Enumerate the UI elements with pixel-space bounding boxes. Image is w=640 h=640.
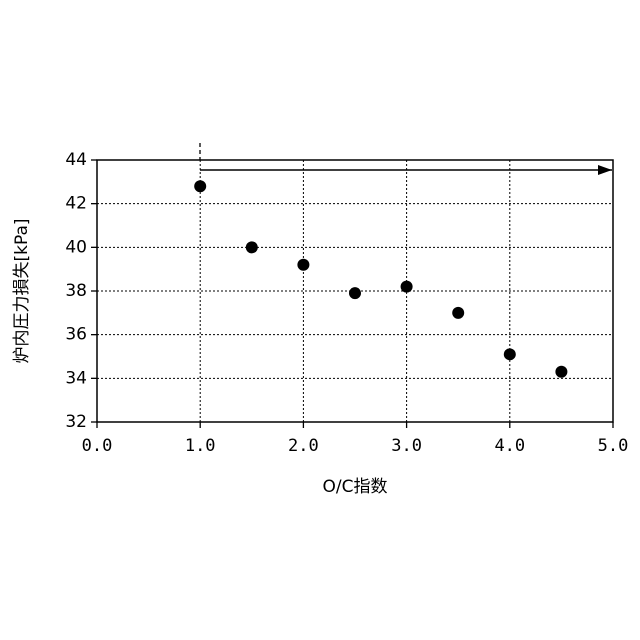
x-tick-label: 0.0	[82, 436, 113, 456]
y-axis-label: 炉内圧力損失[kPa]	[12, 218, 32, 363]
chart: O/C指数 炉内圧力損失[kPa] 32 34 36 38 40 42 44 0.0 1.0 2.…	[0, 0, 640, 640]
x-tick-label: 4.0	[494, 436, 525, 456]
point	[194, 180, 206, 192]
y-tick-label: 32	[65, 412, 87, 432]
y-tick-label: 40	[65, 237, 87, 257]
point	[297, 259, 309, 271]
point	[401, 281, 413, 293]
y-tick-label: 34	[65, 368, 87, 388]
point	[504, 348, 516, 360]
point	[349, 287, 361, 299]
x-tick-label: 3.0	[391, 436, 422, 456]
y-tick-label: 38	[65, 281, 87, 301]
point	[555, 366, 567, 378]
x-tick-label: 1.0	[185, 436, 216, 456]
x-axis-label: O/C指数	[323, 477, 388, 497]
point	[452, 307, 464, 319]
y-tick-label: 42	[65, 194, 87, 214]
y-tick-label: 36	[65, 325, 87, 345]
y-tick-label: 44	[65, 150, 87, 170]
x-tick-label: 2.0	[288, 436, 319, 456]
point	[246, 241, 258, 253]
x-tick-label: 5.0	[598, 436, 629, 456]
